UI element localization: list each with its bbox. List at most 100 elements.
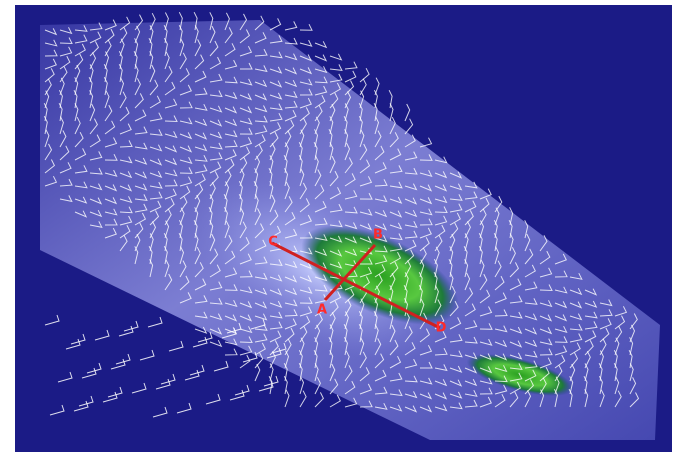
wind-barb: [148, 37, 153, 57]
wind-barb: [194, 233, 199, 252]
wind-barb: [389, 116, 396, 135]
wind-barb: [374, 285, 380, 304]
wind-barb: [344, 129, 349, 148]
wind-barb: [314, 155, 319, 174]
wind-barb: [224, 130, 238, 138]
wind-barb: [59, 46, 73, 57]
wind-barb: [434, 215, 448, 226]
wind-barb: [258, 380, 274, 392]
wind-barb: [209, 248, 219, 265]
wind-barb: [134, 25, 141, 44]
wind-barb: [209, 73, 223, 83]
wind-barb: [479, 208, 487, 226]
wind-barb: [224, 267, 238, 278]
wind-barb: [194, 154, 208, 162]
wind-barb: [509, 278, 522, 291]
wind-barb: [119, 123, 132, 135]
cross-section-cd: [271, 241, 441, 330]
wind-barb: [164, 131, 178, 139]
wind-barb: [74, 196, 88, 204]
wind-barb: [524, 327, 538, 335]
wind-barb: [374, 254, 388, 265]
wind-barb: [89, 90, 94, 109]
wind-barb: [269, 259, 283, 267]
marker-label: D: [436, 321, 447, 336]
wind-barb: [269, 274, 283, 282]
wind-barb: [433, 258, 438, 278]
wind-barb: [599, 338, 607, 356]
wind-barb: [209, 181, 216, 200]
wind-barb: [389, 339, 399, 356]
wind-barb: [224, 92, 238, 100]
wind-barb: [299, 129, 305, 148]
wind-barb: [269, 209, 279, 226]
wind-barb: [389, 210, 403, 218]
wind-barb: [374, 338, 382, 356]
wind-barb: [179, 52, 187, 70]
wind-barb: [254, 155, 261, 174]
wind-barb: [509, 326, 523, 334]
wind-barb: [104, 153, 118, 161]
wind-barb: [449, 379, 463, 387]
wind-barb: [164, 220, 170, 239]
wind-barb: [509, 207, 514, 226]
wind-barb: [359, 129, 365, 148]
wind-barb: [569, 313, 583, 321]
wind-barb: [359, 236, 373, 244]
wind-barb: [283, 362, 288, 382]
wind-barb: [94, 329, 110, 341]
wind-barb: [104, 197, 118, 205]
wind-barb: [209, 297, 223, 305]
wind-barb: [389, 404, 403, 412]
wind-barb: [584, 311, 598, 319]
wind-barb: [148, 245, 153, 265]
wind-barb: [284, 196, 293, 213]
wind-barb: [89, 118, 98, 135]
wind-barb: [524, 298, 538, 305]
wind-barb: [164, 158, 178, 166]
wind-barb: [494, 384, 508, 395]
wind-barb: [494, 275, 505, 291]
wind-barb: [224, 314, 238, 322]
wind-barb: [374, 179, 388, 187]
wind-barb: [224, 27, 233, 44]
wind-barb: [254, 342, 266, 356]
wind-barb: [479, 273, 488, 291]
wind-barb: [374, 210, 388, 218]
wind-barb: [509, 372, 523, 382]
wind-barb: [299, 182, 307, 200]
wind-barb: [299, 275, 313, 283]
wind-barb: [179, 195, 188, 213]
wind-barb: [224, 181, 230, 200]
wind-barb: [110, 358, 126, 370]
wind-barb: [314, 274, 328, 282]
wind-barb: [284, 142, 289, 161]
wind-barb: [464, 399, 478, 408]
wind-barb: [242, 351, 258, 363]
wind-barb: [224, 299, 238, 307]
wind-barb: [509, 311, 523, 319]
wind-barb: [284, 299, 298, 307]
wind-barb: [524, 264, 536, 278]
wind-barb: [374, 130, 382, 148]
wind-barb: [134, 233, 141, 252]
wind-barb: [359, 208, 373, 216]
wind-barb: [509, 352, 523, 360]
wind-barb: [389, 181, 403, 189]
wind-barb: [464, 200, 477, 213]
wind-barb: [269, 181, 274, 200]
wind-barb: [404, 391, 418, 399]
wind-barb: [389, 272, 396, 291]
wind-barb: [107, 386, 123, 398]
wind-barb: [509, 363, 523, 371]
wind-barb: [239, 146, 251, 161]
wind-barb: [614, 315, 626, 330]
wind-barb: [299, 325, 308, 343]
wind-barb: [209, 152, 223, 161]
wind-barb: [269, 66, 283, 74]
wind-barb: [374, 235, 388, 243]
wind-barb: [314, 294, 328, 304]
wind-barb: [584, 300, 598, 308]
wind-barb: [119, 224, 131, 239]
wind-barb: [464, 352, 478, 360]
